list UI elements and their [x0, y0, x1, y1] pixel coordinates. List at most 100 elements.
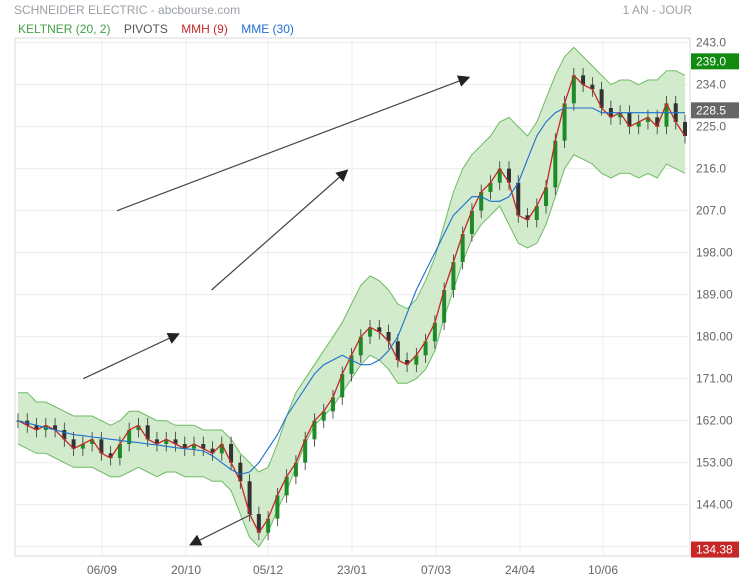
y-tick-label: 144.00 [696, 498, 733, 512]
legend-keltner[interactable]: KELTNER (20, 2) [18, 22, 111, 36]
legend-pivots[interactable]: PIVOTS [123, 22, 168, 36]
candle-body [451, 262, 456, 290]
candle-body [571, 75, 576, 104]
candle-body [275, 495, 280, 519]
x-tick-label: 10/06 [588, 563, 618, 577]
x-tick-label: 24/04 [505, 563, 535, 577]
candle-body [395, 341, 400, 360]
candle-body [164, 439, 169, 444]
candle-body [229, 444, 234, 463]
price-tag-label: 228.5 [696, 103, 726, 117]
candle-body [182, 444, 187, 449]
candle-body [516, 182, 521, 216]
candle-body [53, 425, 58, 430]
price-tag-box [691, 53, 739, 70]
candle-body [266, 518, 271, 533]
candle-body [683, 122, 687, 136]
candle-body [136, 425, 141, 430]
candle-body [664, 103, 669, 127]
candle-body [599, 89, 604, 108]
candle-body [414, 355, 419, 365]
series-line-mmh-9- [17, 74, 686, 535]
trend-arrow [82, 332, 180, 380]
candle-body [655, 117, 660, 127]
x-tick-label: 05/12 [253, 563, 283, 577]
legend-mme[interactable]: MME (30) [241, 22, 294, 36]
candle-body [479, 192, 484, 211]
candle-body [544, 187, 549, 206]
candle-body [423, 341, 428, 356]
y-tick-label: 216.0 [696, 162, 726, 176]
candle-body [349, 355, 354, 374]
legend-mmh[interactable]: MMH (9) [181, 22, 228, 36]
x-tick-label: 20/10 [171, 563, 201, 577]
candle-body [303, 439, 308, 463]
candle-body [627, 112, 632, 127]
candle-body [488, 182, 493, 192]
candle-body [321, 411, 326, 421]
candle-body [497, 168, 502, 183]
y-tick-label: 207.0 [696, 204, 726, 218]
candle-body [71, 439, 76, 449]
y-tick-label: 180.00 [696, 330, 733, 344]
candle-body [506, 168, 511, 183]
chart-header: SCHNEIDER ELECTRIC - abcbourse.com 1 AN … [0, 0, 740, 18]
candle-body [340, 374, 345, 398]
y-tick-label: 171.00 [696, 372, 733, 386]
y-tick-label: 153.00 [696, 456, 733, 470]
candle-body [154, 439, 159, 444]
price-tag-label: 134.38 [696, 543, 733, 557]
candle-body [553, 140, 558, 188]
candle-body [377, 327, 382, 332]
candle-body [99, 439, 104, 454]
y-tick-label: 243.0 [696, 36, 726, 50]
y-tick-label: 234.0 [696, 78, 726, 92]
candle-body [460, 234, 465, 262]
candle-body [192, 444, 197, 449]
y-tick-label: 198.00 [696, 246, 733, 260]
candle-body [62, 430, 67, 440]
y-tick-label: 189.00 [696, 288, 733, 302]
candle-body [645, 117, 650, 122]
keltner-band-fill [18, 47, 685, 547]
candle-body [90, 439, 95, 444]
candle-body [405, 360, 410, 365]
candle-body [145, 425, 150, 440]
candle-body [108, 453, 113, 458]
candle-body [238, 462, 243, 482]
candle-body [525, 215, 530, 220]
price-tag-box [691, 541, 739, 558]
candle-body [312, 420, 317, 440]
series-line-mme-30- [17, 107, 685, 475]
candle-body [330, 397, 335, 412]
candle-body [80, 444, 85, 449]
x-tick-label: 23/01 [337, 563, 367, 577]
candle-body [432, 322, 437, 342]
x-tick-label: 06/09 [87, 563, 117, 577]
candle-body [210, 448, 215, 454]
chart-title: SCHNEIDER ELECTRIC - abcbourse.com [14, 3, 241, 17]
candle-body [469, 210, 474, 234]
y-tick-label: 225.0 [696, 120, 726, 134]
candle-body [293, 462, 298, 477]
x-tick-label: 07/03 [421, 563, 451, 577]
keltner-upper-line [18, 46, 686, 473]
candle-body [581, 75, 586, 85]
candle-body [618, 112, 623, 118]
candle-body [127, 430, 132, 444]
candle-body [117, 444, 122, 458]
candle-body [256, 514, 261, 533]
candle-body [562, 103, 567, 141]
candle-body [442, 290, 447, 323]
candle-body [34, 425, 39, 430]
period-selector[interactable]: 1 AN - JOUR [622, 3, 692, 17]
candle-body [358, 336, 363, 356]
candle-body [368, 327, 373, 337]
trend-arrow [189, 513, 253, 546]
indicator-legend: KELTNER (20, 2) PIVOTS MMH (9) MME (30) [18, 22, 304, 36]
candle-body [173, 439, 178, 444]
candle-body [534, 206, 539, 220]
trend-arrow [116, 75, 471, 212]
candle-body [636, 122, 641, 127]
